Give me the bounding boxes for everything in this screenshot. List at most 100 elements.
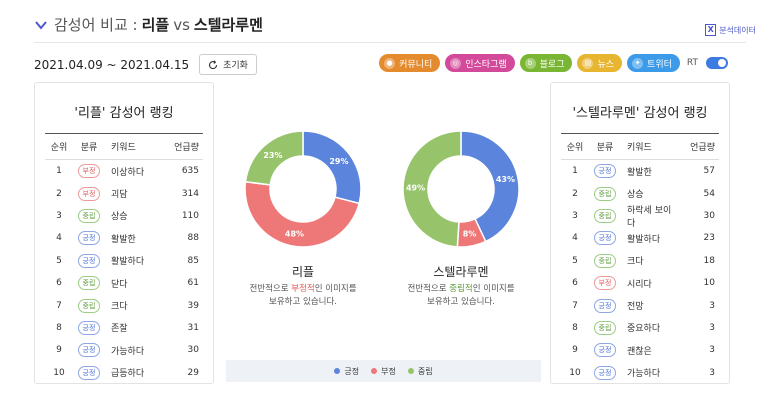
date-range[interactable]: 2021.04.09 ~ 2021.04.15: [34, 57, 190, 72]
legend-item-neutral: 중립: [407, 366, 433, 377]
source-twitter-button[interactable]: ✦ 트위터: [627, 54, 680, 72]
row-category: 중립: [73, 276, 105, 291]
donut-slice-label: 43%: [496, 175, 515, 184]
source-filter-bar: ● 커뮤니티 ◎ 인스타그램 b 블로그 ▤ 뉴스 ✦ 트위터 RT: [379, 54, 728, 72]
row-rank: 1: [572, 166, 578, 177]
news-icon: ▤: [582, 57, 594, 69]
row-rank: 3: [572, 210, 578, 221]
row-keyword[interactable]: 시리다: [627, 279, 652, 290]
row-keyword[interactable]: 이상하다: [111, 167, 145, 178]
row-rank: 10: [569, 367, 581, 378]
legend-label: 부정: [381, 366, 396, 376]
table-row: 3 중립 하락세 보이다 30: [561, 205, 719, 229]
sentiment-badge: 중립: [77, 298, 101, 313]
row-count: 23: [703, 233, 715, 244]
source-blog-button[interactable]: b 블로그: [519, 54, 573, 72]
sentiment-badge: 중립: [593, 320, 617, 335]
row-category: 긍정: [589, 365, 621, 380]
row-keyword[interactable]: 가능하다: [111, 346, 145, 357]
sentiment-badge: 부정: [77, 186, 101, 201]
sentiment-badge: 중립: [77, 276, 101, 291]
table-row: 5 중립 크다 18: [561, 250, 719, 272]
header-category: 분류: [596, 143, 614, 153]
table-row: 6 중립 닫다 61: [45, 272, 203, 294]
row-count: 635: [181, 166, 199, 177]
donut-slice-label: 29%: [329, 157, 348, 166]
row-keyword[interactable]: 하락세 보이다: [627, 205, 672, 229]
row-count: 3: [709, 300, 715, 311]
donut-slice-pos[interactable]: [302, 130, 362, 205]
row-rank: 7: [56, 300, 62, 311]
page-header: 감성어 비교 : 리플 vs 스텔라루멘: [34, 14, 263, 35]
row-count: 18: [703, 255, 715, 266]
row-keyword[interactable]: 상승: [111, 212, 128, 223]
row-rank: 5: [572, 255, 578, 266]
row-rank: 7: [572, 300, 578, 311]
row-keyword[interactable]: 닫다: [111, 279, 128, 290]
row-keyword[interactable]: 활발하다: [111, 257, 145, 268]
row-keyword[interactable]: 존잘: [111, 324, 128, 335]
chart-legend: 긍정 부정 중립: [226, 360, 541, 382]
table-row: 4 긍정 활발한 88: [45, 227, 203, 249]
sentiment-badge: 긍정: [593, 298, 617, 313]
donut-slice-neu[interactable]: [244, 130, 304, 186]
row-rank: 4: [56, 233, 62, 244]
sentiment-badge: 긍정: [593, 231, 617, 246]
legend-item-positive: 긍정: [334, 366, 359, 377]
rt-toggle[interactable]: [706, 57, 728, 69]
donut-slice-neg[interactable]: [244, 180, 361, 248]
row-count: 39: [187, 300, 199, 311]
row-category: 부정: [589, 276, 621, 291]
row-count: 30: [703, 210, 715, 221]
row-count: 57: [703, 166, 715, 177]
row-keyword[interactable]: 중요하다: [627, 324, 661, 335]
row-keyword[interactable]: 가능하다: [627, 369, 661, 380]
desc-highlight: 부정적: [291, 284, 315, 294]
row-keyword[interactable]: 전망: [627, 302, 644, 313]
header-keyword: 키워드: [627, 143, 652, 153]
donut-slice-label: 23%: [263, 151, 282, 160]
reset-button[interactable]: 초기화: [199, 54, 257, 75]
header-count: 언급량: [174, 143, 199, 153]
row-category: 긍정: [73, 231, 105, 246]
right-ranking-table: 순위 분류 키워드 언급량 1 긍정 활발한 57 2 중립 상승 54 3 중립 하락세 보이다 3…: [561, 133, 719, 384]
row-keyword[interactable]: 활발한: [627, 167, 652, 178]
sentiment-badge: 긍정: [77, 365, 101, 380]
header-rank: 순위: [566, 143, 584, 153]
header-category: 분류: [80, 143, 98, 153]
row-rank: 10: [53, 367, 65, 378]
desc-pre: 전반적으로: [407, 284, 450, 294]
row-keyword[interactable]: 상승: [627, 190, 644, 201]
person-icon: ●: [384, 57, 396, 69]
row-count: 31: [187, 322, 199, 333]
row-keyword[interactable]: 크다: [111, 302, 128, 313]
donut-slice-pos[interactable]: [460, 130, 520, 243]
row-count: 3: [709, 322, 715, 333]
table-row: 7 중립 크다 39: [45, 294, 203, 316]
row-category: 긍정: [73, 343, 105, 358]
analysis-data-button[interactable]: X 분석데이터: [705, 24, 756, 36]
row-category: 중립: [589, 208, 621, 223]
sentiment-badge: 긍정: [77, 320, 101, 335]
ripple-chart-description: 전반적으로 부정적인 이미지를 보유하고 있습니다.: [233, 283, 373, 309]
reset-label: 초기화: [223, 61, 248, 71]
chevron-down-icon[interactable]: [34, 18, 48, 32]
table-row: 10 긍정 가능하다 3: [561, 362, 719, 384]
source-instagram-button[interactable]: ◎ 인스타그램: [445, 54, 515, 72]
row-keyword[interactable]: 크다: [627, 257, 644, 268]
row-keyword[interactable]: 활발하다: [627, 234, 661, 245]
row-rank: 6: [572, 278, 578, 289]
row-count: 88: [187, 233, 199, 244]
row-count: 61: [187, 278, 199, 289]
row-keyword[interactable]: 괴담: [111, 190, 128, 201]
left-panel-title: '리플' 감성어 랭킹: [74, 106, 174, 121]
row-keyword[interactable]: 급등하다: [111, 369, 145, 380]
donut-slice-label: 48%: [285, 230, 304, 239]
row-keyword[interactable]: 활발한: [111, 234, 136, 245]
source-community-button[interactable]: ● 커뮤니티: [379, 54, 441, 72]
row-keyword[interactable]: 괜찮은: [627, 346, 652, 357]
source-news-button[interactable]: ▤ 뉴스: [577, 54, 623, 72]
donut-slice-neu[interactable]: [402, 130, 462, 248]
sentiment-badge: 긍정: [77, 253, 101, 268]
desc-line2: 보유하고 있습니다.: [269, 297, 337, 307]
